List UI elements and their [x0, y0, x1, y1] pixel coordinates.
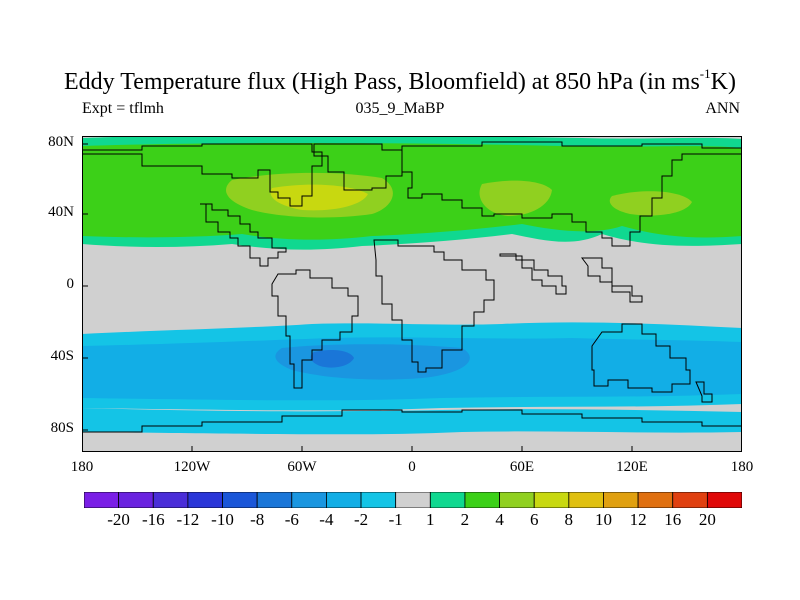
colorbar-swatch	[152, 492, 189, 508]
colorbar-swatch	[222, 492, 258, 508]
coast-se-asia	[581, 257, 643, 303]
coast-africa	[373, 239, 495, 373]
x-tick-label: 120E	[616, 459, 648, 475]
colorbar-swatch	[464, 492, 500, 508]
colorbar-label: -10	[211, 510, 234, 529]
colorbar-swatch	[637, 492, 674, 508]
colorbar-swatch	[533, 492, 570, 508]
plot-title: Eddy Temperature flux (High Pass, Bloomf…	[0, 66, 800, 96]
coast-india	[499, 253, 567, 295]
colorbar-label: 6	[529, 510, 539, 529]
colorbar-label: -1	[388, 510, 403, 529]
colorbar-label: 10	[595, 510, 612, 529]
colorbar-swatch	[499, 492, 535, 508]
axis-ticks	[82, 143, 633, 452]
colorbar-swatch	[118, 492, 154, 508]
y-tick-label: 80S	[50, 420, 74, 436]
colorbar-label: -2	[354, 510, 369, 529]
colorbar-label: 8	[564, 510, 574, 529]
colorbar-swatch	[603, 492, 639, 508]
colorbar-swatch	[706, 492, 742, 508]
x-tick-label: 120W	[173, 459, 211, 475]
run-label: 035_9_MaBP	[355, 100, 445, 117]
colorbar-swatch	[672, 492, 708, 508]
coast-new-zealand	[695, 381, 713, 403]
colorbar-label: -16	[141, 510, 165, 529]
colorbar-swatch	[326, 492, 362, 508]
colorbar-label: -20	[107, 510, 130, 529]
season-label: ANN	[705, 100, 740, 117]
colorbar-swatch	[360, 492, 397, 508]
colorbar-label: 2	[460, 510, 470, 529]
coast-eurasia	[401, 141, 742, 247]
map-plot	[82, 136, 742, 452]
coast-americas-west	[200, 203, 287, 267]
colorbar-label: -4	[319, 510, 334, 529]
coast-north-america	[82, 143, 323, 207]
colorbar-swatch	[84, 492, 120, 508]
plot-title-text: Eddy Temperature flux (High Pass, Bloomf…	[64, 69, 700, 95]
colorbar-swatch	[291, 492, 327, 508]
contour-antarctic-edge	[82, 408, 742, 435]
y-tick-label: 40S	[50, 348, 74, 364]
y-tick-label: 80N	[48, 134, 74, 150]
x-tick-label: 0	[408, 459, 416, 475]
colorbar-label: -12	[176, 510, 200, 529]
experiment-label: Expt = tflmh	[82, 100, 164, 117]
plot-title-tail: K)	[710, 69, 736, 95]
contour-nh-strong-pacific	[609, 191, 692, 216]
colorbar-label: 1	[426, 510, 435, 529]
plot-title-superscript: -1	[699, 66, 711, 81]
coast-greenland	[313, 143, 403, 191]
x-tick-label: 60W	[287, 459, 317, 475]
contour-nh-peak	[270, 184, 368, 211]
colorbar-swatch	[187, 492, 223, 508]
colorbar-label: 20	[698, 510, 716, 529]
y-tick-label: 0	[66, 276, 75, 292]
colorbar-label: 16	[664, 510, 682, 529]
colorbar-label: 12	[629, 510, 647, 529]
colorbar-swatch	[568, 492, 604, 508]
x-tick-label: 60E	[509, 459, 535, 475]
contour-nh-strong-eurasia	[479, 180, 552, 216]
coast-south-america	[271, 269, 359, 389]
x-tick-label: 180	[70, 459, 94, 475]
colorbar-swatch	[395, 492, 431, 508]
contour-sh-peak	[310, 350, 354, 368]
colorbar-label: 4	[495, 510, 504, 529]
colorbar-swatch	[256, 492, 293, 508]
colorbar-label: -6	[284, 510, 299, 529]
colorbar-label: -8	[250, 510, 265, 529]
continent-outlines	[82, 141, 742, 433]
coast-antarctica	[82, 409, 742, 433]
contour-nh-mid	[82, 143, 742, 240]
y-tick-label: 40N	[48, 204, 74, 220]
coast-australia	[591, 323, 691, 393]
x-tick-label: 180	[730, 459, 754, 475]
colorbar-swatch	[429, 492, 466, 508]
colorbar	[84, 492, 742, 508]
